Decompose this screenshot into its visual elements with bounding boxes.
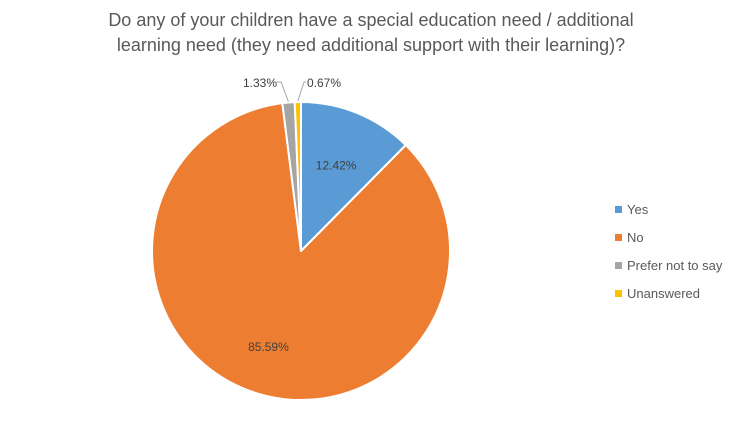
data-label-prefer-not-to-say: 1.33% [243,76,277,90]
data-label-unanswered: 0.67% [307,76,341,90]
leader-line-unanswered [297,81,306,102]
legend-swatch-prefer-not-to-say [615,262,622,269]
legend: Yes No Prefer not to say Unanswered [615,202,723,301]
legend-label-unanswered: Unanswered [627,286,700,301]
pie-slice-yes [300,101,407,252]
pie-slices [151,101,451,401]
legend-label-yes: Yes [627,202,649,217]
legend-label-no: No [627,230,644,245]
chart-title: Do any of your children have a special e… [108,10,633,55]
legend-swatch-no [615,234,622,241]
legend-swatch-yes [615,206,622,213]
leader-line-prefer-not-to-say [277,81,289,102]
data-label-no: 85.59% [248,340,289,354]
legend-item-yes: Yes [615,202,649,217]
data-labels: 12.42% 85.59% 1.33% 0.67% [243,76,357,354]
legend-item-prefer-not-to-say: Prefer not to say [615,258,723,273]
chart-title-line-1: Do any of your children have a special e… [108,10,633,30]
legend-swatch-unanswered [615,290,622,297]
legend-label-prefer-not-to-say: Prefer not to say [627,258,723,273]
legend-item-unanswered: Unanswered [615,286,700,301]
legend-item-no: No [615,230,644,245]
pie-slice-unanswered [293,101,302,252]
leader-lines [277,81,306,102]
chart-title-line-2: learning need (they need additional supp… [117,35,625,55]
data-label-yes: 12.42% [316,159,357,173]
